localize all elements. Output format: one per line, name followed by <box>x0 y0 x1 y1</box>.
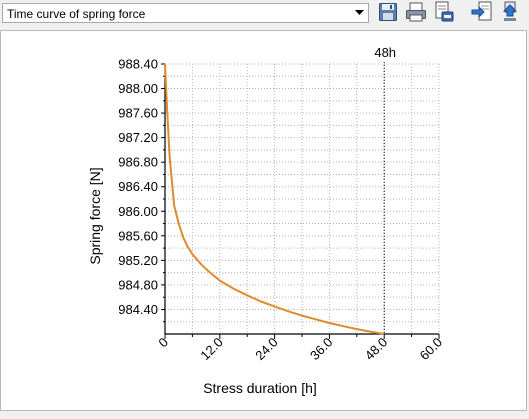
status-strip <box>0 411 529 419</box>
y-tick-label: 986.80 <box>118 155 158 170</box>
export-button[interactable] <box>470 1 494 28</box>
chart-selector-dropdown[interactable]: Time curve of spring force <box>2 3 369 23</box>
chart-series <box>164 63 385 335</box>
x-tick-label: 0 <box>155 335 171 351</box>
y-tick-label: 984.80 <box>118 277 158 292</box>
y-tick-label: 987.60 <box>118 106 158 121</box>
chart-grid <box>165 63 440 334</box>
spring-force-chart: 988.40 988.00 987.60 987.20 986.80 986.40 986.… <box>87 45 446 396</box>
y-tick-label: 986.00 <box>118 204 158 219</box>
export-icon <box>471 1 493 28</box>
y-tick-label: 985.20 <box>118 253 158 268</box>
chart-labels: Stress duration [h] Spring force [N] <box>87 167 317 396</box>
x-tick-label: 24.0 <box>252 335 281 364</box>
print-button[interactable] <box>404 2 428 26</box>
y-tick-label: 984.40 <box>118 302 158 317</box>
print-icon <box>405 2 427 27</box>
y-axis-label: Spring force [N] <box>87 167 103 264</box>
print-preview-button[interactable] <box>432 1 456 28</box>
import-button[interactable] <box>499 1 523 28</box>
x-tick-label: 12.0 <box>197 335 226 364</box>
x-tick-label: 60.0 <box>417 335 446 364</box>
chart-panel: 988.40 988.00 987.60 987.20 986.80 986.40 986.… <box>0 30 527 411</box>
y-tick-label: 988.00 <box>118 81 158 96</box>
chart-marker: 48h <box>374 45 396 334</box>
x-tick-label: 36.0 <box>307 335 336 364</box>
toolbar: Time curve of spring force <box>0 0 529 30</box>
y-tick-label: 986.40 <box>118 179 158 194</box>
marker-label-48h: 48h <box>374 45 396 60</box>
save-icon <box>378 2 398 27</box>
x-axis-label: Stress duration [h] <box>203 380 317 396</box>
chart-axes <box>164 64 439 335</box>
y-tick-label: 987.20 <box>118 130 158 145</box>
print-preview-icon <box>433 1 455 28</box>
x-tick-label: 48.0 <box>362 335 391 364</box>
spring-force-line <box>164 63 385 335</box>
save-button[interactable] <box>376 2 400 26</box>
y-tick-label: 988.40 <box>118 57 158 72</box>
chevron-down-icon[interactable] <box>352 5 366 21</box>
import-icon <box>500 1 522 28</box>
chart-selector-value: Time curve of spring force <box>7 7 146 21</box>
y-tick-label: 985.60 <box>118 228 158 243</box>
